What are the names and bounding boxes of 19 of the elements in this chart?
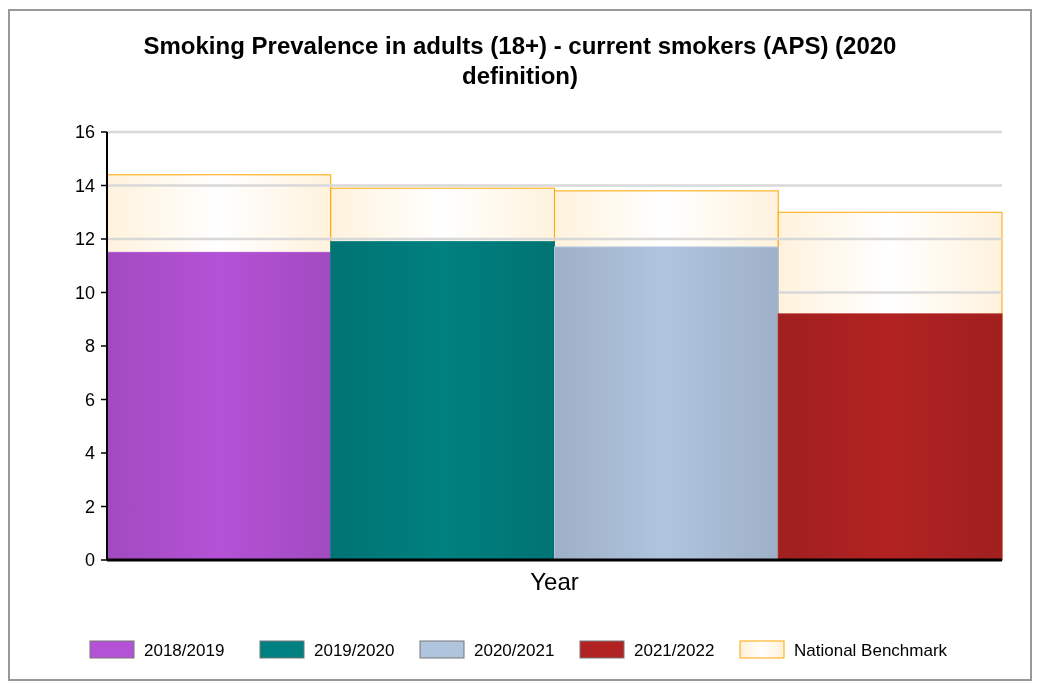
y-tick-label: 8: [84, 336, 95, 357]
legend-label: 2019/2020: [314, 640, 395, 660]
y-tick-label: 2: [84, 496, 95, 517]
bar: [777, 313, 1003, 561]
x-axis-title: Year: [530, 568, 579, 595]
legend-label: National Benchmark: [794, 640, 948, 660]
y-tick-label: 16: [74, 122, 95, 143]
legend-label: 2020/2021: [474, 640, 555, 660]
legend-label: 2021/2022: [634, 640, 715, 660]
legend-label: 2018/2019: [144, 640, 225, 660]
y-tick-label: 12: [74, 229, 95, 250]
y-tick-label: 6: [84, 389, 95, 410]
y-tick-label: 10: [74, 282, 95, 303]
y-tick-label: 0: [84, 550, 95, 571]
chart-title: Smoking Prevalence in adults (18+) - current smokers (APS) (2020 definition): [143, 32, 897, 89]
y-tick-label: 14: [74, 175, 95, 196]
bar: [554, 246, 779, 561]
bar: [106, 251, 332, 561]
y-tick-label: 4: [84, 443, 95, 464]
